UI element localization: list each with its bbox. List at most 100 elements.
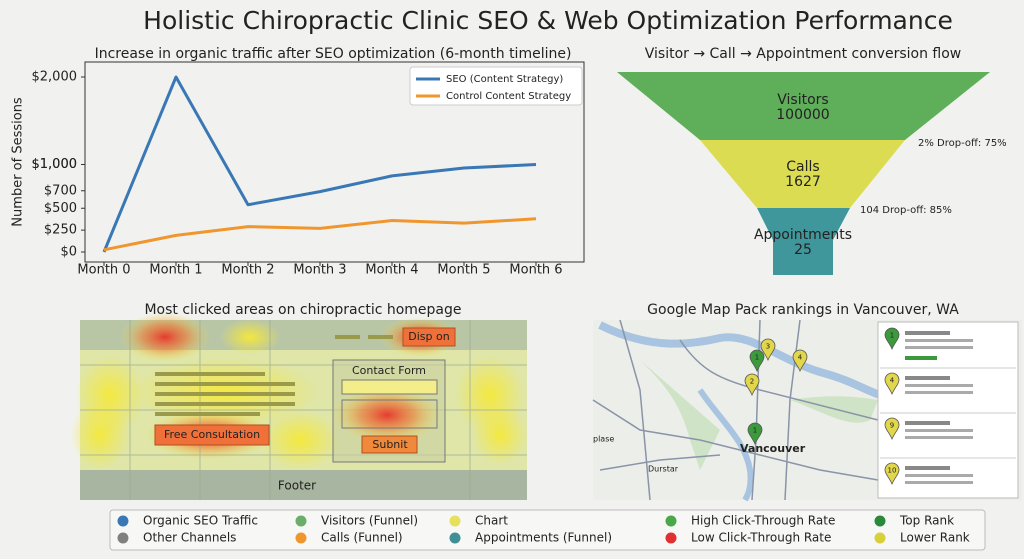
result-line [905,331,950,335]
heatmap-label: Subnit [372,438,408,451]
map: Google Map Pack rankings in Vancouver, W… [592,302,1022,502]
y-tick-label: $700 [44,183,77,198]
map-pin [747,422,763,446]
heat-blob [120,312,210,362]
legend-swatch [449,532,461,544]
y-tick-label: $1,000 [32,157,78,172]
legend-label: SEO (Content Strategy) [446,74,563,85]
y-tick-label: $500 [44,201,77,216]
result-line [905,466,950,470]
map-pin [744,373,760,397]
place-label: Durstar [648,465,679,474]
funnel-stage [700,140,905,208]
submit-button[interactable] [361,435,418,454]
pin-rank: 10 [888,467,897,475]
drop-off-label: 104 Drop-off: 85% [860,205,952,216]
stage-value: 25 [794,242,812,258]
pin-rank: 1 [755,354,759,362]
legend-label: High Click-Through Rate [691,514,835,528]
legend-swatch [117,515,129,527]
pin-rank: 4 [798,354,803,362]
heatmap-footer [80,470,527,500]
x-tick-label: Month 5 [437,263,490,278]
park [640,360,720,470]
pin-rank: 4 [890,377,895,385]
top-rank-bar [905,356,937,360]
legend-swatch [874,532,886,544]
chart-title: Visitor → Call → Appointment conversion … [645,46,961,62]
x-tick-label: Month 3 [293,263,346,278]
series-line [102,75,537,253]
drop-off-label: 2% Drop-off: 75% [918,138,1007,149]
legend-box [109,509,986,551]
place-label: Vancouver [740,442,806,455]
page-title: Holistic Chiropractic Clinic SEO & Web O… [143,6,953,35]
result-line [905,391,973,394]
map-pin [884,327,900,351]
stage-name: Visitors [777,92,828,108]
pin-rank: 2 [750,378,754,386]
x-tick-label: Month 0 [77,263,130,278]
legend-label: Other Channels [143,531,236,545]
result-line [905,429,973,432]
map-pin [749,349,765,373]
legend-swatch [117,532,129,544]
cta-button[interactable] [154,424,270,446]
result-line [905,376,950,380]
legend-swatch [449,515,461,527]
legend-label: Appointments (Funnel) [475,531,612,545]
series-line [103,217,537,252]
header-button[interactable] [402,327,456,347]
legend-swatch [665,532,677,544]
legend-label: Calls (Funnel) [321,531,403,545]
roads [592,319,879,501]
map-pin [792,349,808,373]
place-label: plase [593,435,614,444]
legend-swatch [874,515,886,527]
legend-box [409,66,583,106]
heatmap-label: Disp on [408,330,449,343]
legend-swatch [295,532,307,544]
funnel-chart: Visitor → Call → Appointment conversion … [617,46,1007,275]
y-tick-label: $1,000 [32,157,78,172]
heat-blob [70,400,130,470]
heat-blob [332,387,442,443]
legend-swatch [295,515,307,527]
legend-label: Chart [475,514,508,528]
heatmap: Most clicked areas on chiropractic homep… [70,302,528,500]
pin-rank: 3 [766,343,770,351]
result-line [905,421,950,425]
river [598,321,882,399]
legend-swatch [665,515,677,527]
map-pin [760,338,776,362]
form-field [341,379,438,395]
result-line [905,474,973,477]
legend: Organic SEO Traffic Other Channels Visitor… [109,509,986,551]
heatmap-label: Contact Form [352,364,426,377]
pin-rank: 1 [890,332,894,340]
result-line [905,436,973,439]
heatmap-grid [80,320,527,500]
heatmap-label: Free Consultation [164,428,260,441]
map-pin [884,417,900,441]
plot-frame [84,61,585,263]
stage-name: Calls [786,159,819,175]
x-tick-label: Month 4 [365,263,418,278]
map-pin [884,372,900,396]
pin-rank: 9 [890,422,894,430]
x-tick-label: Month 1 [149,263,202,278]
heat-blob [472,405,528,465]
line-chart: Increase in organic traffic after SEO op… [11,46,585,263]
pin-rank: 1 [753,427,757,435]
y-tick-label: $0 [60,245,77,260]
result-line [905,339,973,342]
stage-value: 1627 [785,174,821,190]
text-lines [155,335,393,416]
stage-name: Appointments [754,227,852,243]
legend-label: Control Content Strategy [446,91,571,102]
heatmap-label: Footer [278,479,316,493]
result-line [905,384,973,387]
y-axis-label: Number of Sessions [11,97,26,227]
map-pin [884,462,900,486]
